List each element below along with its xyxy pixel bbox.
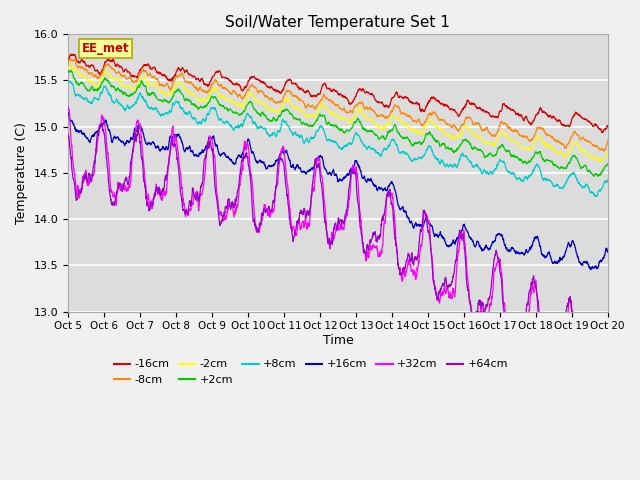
+2cm: [589, 171, 596, 177]
+16cm: [604, 249, 612, 255]
+32cm: [579, 394, 587, 400]
+64cm: [589, 364, 596, 370]
-16cm: [598, 130, 606, 135]
+32cm: [92, 152, 99, 158]
+8cm: [490, 168, 497, 174]
+2cm: [67, 68, 75, 73]
+32cm: [64, 104, 72, 109]
Line: +16cm: +16cm: [68, 113, 608, 269]
-2cm: [67, 62, 75, 68]
Line: -16cm: -16cm: [68, 54, 608, 132]
+64cm: [312, 163, 320, 169]
-8cm: [588, 141, 596, 147]
+8cm: [64, 80, 72, 85]
-2cm: [588, 156, 596, 161]
Line: -8cm: -8cm: [68, 59, 608, 151]
-16cm: [327, 88, 335, 94]
+8cm: [312, 129, 320, 134]
+64cm: [92, 152, 99, 158]
-2cm: [604, 149, 612, 155]
+32cm: [588, 380, 596, 386]
-2cm: [92, 82, 100, 88]
+16cm: [326, 170, 334, 176]
+8cm: [592, 193, 600, 199]
+32cm: [489, 284, 497, 290]
-8cm: [312, 103, 320, 109]
-2cm: [312, 112, 320, 118]
-2cm: [327, 111, 335, 117]
+2cm: [490, 153, 497, 159]
-16cm: [69, 51, 77, 57]
+2cm: [92, 87, 100, 93]
-16cm: [604, 124, 612, 130]
Title: Soil/Water Temperature Set 1: Soil/Water Temperature Set 1: [225, 15, 451, 30]
+2cm: [588, 171, 596, 177]
Line: +2cm: +2cm: [68, 71, 608, 176]
+8cm: [589, 190, 596, 195]
+64cm: [64, 132, 72, 137]
Line: +32cm: +32cm: [68, 107, 608, 397]
Line: -2cm: -2cm: [68, 65, 608, 161]
-16cm: [64, 60, 72, 65]
+32cm: [604, 324, 612, 330]
+8cm: [588, 190, 596, 195]
Line: +8cm: +8cm: [68, 81, 608, 196]
-2cm: [64, 66, 72, 72]
Y-axis label: Temperature (C): Temperature (C): [15, 122, 28, 224]
+2cm: [595, 173, 602, 179]
+8cm: [92, 96, 100, 102]
-16cm: [92, 68, 100, 74]
+64cm: [589, 365, 596, 371]
+8cm: [327, 138, 335, 144]
+16cm: [587, 266, 595, 272]
-8cm: [589, 142, 596, 147]
+64cm: [576, 380, 584, 386]
-16cm: [312, 94, 320, 99]
+16cm: [589, 264, 596, 269]
+2cm: [327, 123, 335, 129]
-16cm: [588, 121, 596, 127]
-16cm: [490, 114, 497, 120]
-8cm: [604, 138, 612, 144]
+64cm: [490, 264, 497, 270]
Line: +64cm: +64cm: [68, 124, 608, 383]
+2cm: [64, 69, 72, 75]
-2cm: [589, 155, 596, 161]
-16cm: [589, 122, 596, 128]
+16cm: [92, 131, 99, 136]
+16cm: [588, 265, 596, 271]
-2cm: [490, 143, 497, 148]
Text: EE_met: EE_met: [81, 42, 129, 55]
-8cm: [64, 60, 72, 65]
+32cm: [312, 166, 320, 172]
+32cm: [589, 383, 596, 388]
+32cm: [326, 241, 334, 247]
+2cm: [312, 117, 320, 123]
+16cm: [64, 110, 72, 116]
X-axis label: Time: Time: [323, 334, 353, 347]
+16cm: [489, 239, 497, 244]
+16cm: [312, 156, 320, 161]
+64cm: [97, 121, 104, 127]
-8cm: [327, 97, 335, 103]
-8cm: [67, 56, 75, 62]
-2cm: [597, 158, 605, 164]
+64cm: [604, 314, 612, 320]
+8cm: [604, 177, 612, 183]
+2cm: [604, 161, 612, 167]
+8cm: [66, 78, 74, 84]
+64cm: [327, 239, 335, 245]
Legend: -16cm, -8cm, -2cm, +2cm, +8cm, +16cm, +32cm, +64cm: -16cm, -8cm, -2cm, +2cm, +8cm, +16cm, +3…: [109, 355, 513, 389]
-8cm: [490, 132, 497, 138]
-8cm: [600, 148, 608, 154]
-8cm: [92, 72, 100, 78]
